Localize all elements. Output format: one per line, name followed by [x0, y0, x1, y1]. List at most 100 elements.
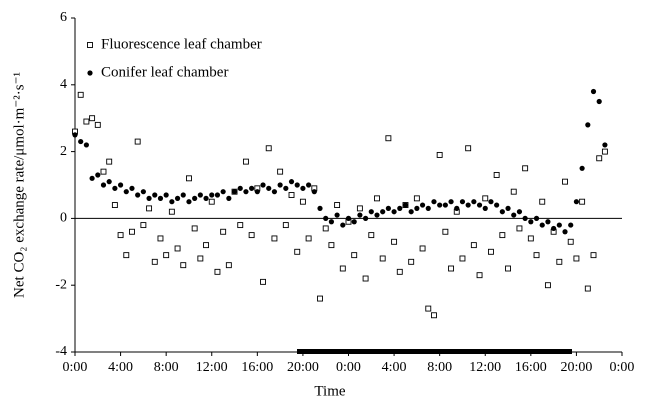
- point: [413, 195, 420, 202]
- point: [522, 215, 528, 221]
- point: [89, 115, 96, 122]
- point: [488, 199, 494, 205]
- point: [322, 225, 329, 232]
- point: [408, 209, 414, 215]
- point: [499, 232, 506, 239]
- point: [442, 202, 448, 208]
- point: [237, 185, 243, 191]
- point: [442, 228, 449, 235]
- point: [243, 189, 249, 195]
- point: [334, 212, 340, 218]
- point: [482, 195, 489, 202]
- point: [111, 202, 118, 208]
- point: [180, 192, 186, 198]
- point: [174, 195, 181, 201]
- y-tick-label: 2: [60, 144, 67, 159]
- point: [385, 135, 392, 142]
- point: [499, 209, 505, 215]
- point: [117, 232, 124, 239]
- point: [334, 202, 341, 208]
- point: [140, 222, 147, 229]
- point: [203, 242, 210, 249]
- point: [476, 202, 483, 208]
- point: [226, 195, 232, 201]
- point: [527, 235, 534, 242]
- point: [437, 202, 443, 208]
- point: [260, 278, 266, 285]
- point: [317, 295, 323, 302]
- point: [362, 275, 369, 282]
- point: [140, 189, 146, 195]
- point: [168, 208, 175, 215]
- point: [134, 138, 141, 145]
- point: [385, 205, 391, 211]
- point: [305, 235, 312, 242]
- point: [220, 189, 226, 195]
- point: [129, 228, 135, 235]
- point: [579, 198, 586, 205]
- point: [402, 202, 409, 208]
- point: [106, 158, 113, 165]
- point: [94, 121, 101, 128]
- point: [265, 145, 272, 152]
- point: [306, 182, 312, 188]
- point: [351, 219, 357, 225]
- point: [511, 212, 517, 218]
- legend-marker: [87, 42, 93, 48]
- point: [209, 192, 215, 198]
- point: [551, 225, 557, 232]
- point: [100, 182, 107, 188]
- point: [146, 205, 153, 212]
- point: [476, 272, 483, 279]
- point: [505, 205, 511, 211]
- point: [237, 222, 244, 229]
- point: [277, 182, 283, 188]
- point: [208, 198, 215, 205]
- point: [601, 148, 608, 155]
- point: [129, 185, 135, 191]
- point: [283, 185, 289, 191]
- point: [197, 192, 203, 198]
- point: [431, 199, 437, 205]
- point: [414, 205, 420, 211]
- point: [585, 122, 591, 128]
- point: [602, 142, 608, 148]
- y-tick-label: 6: [60, 10, 67, 25]
- point: [77, 91, 84, 98]
- point: [368, 232, 375, 239]
- point: [573, 255, 580, 262]
- point: [123, 189, 129, 195]
- point: [436, 151, 443, 158]
- point: [277, 168, 284, 175]
- point: [311, 189, 317, 195]
- point: [510, 188, 517, 195]
- point: [408, 258, 415, 265]
- point: [271, 189, 278, 195]
- point: [448, 265, 455, 272]
- point: [248, 232, 255, 239]
- point: [533, 215, 540, 221]
- point: [83, 142, 89, 148]
- point: [169, 199, 175, 205]
- point: [95, 172, 101, 178]
- point: [374, 212, 380, 218]
- point: [78, 138, 84, 145]
- point: [282, 222, 289, 229]
- point: [397, 205, 403, 211]
- point: [294, 248, 301, 255]
- point: [516, 209, 523, 215]
- x-tick-label: 4:00: [382, 360, 407, 375]
- point: [225, 262, 232, 269]
- point: [465, 202, 471, 208]
- point: [379, 255, 386, 262]
- point: [590, 88, 597, 95]
- point: [106, 179, 112, 185]
- point: [425, 205, 431, 211]
- point: [487, 248, 494, 255]
- point: [300, 185, 306, 191]
- point: [562, 178, 568, 185]
- point: [260, 182, 266, 188]
- point: [345, 215, 352, 221]
- point: [266, 185, 272, 191]
